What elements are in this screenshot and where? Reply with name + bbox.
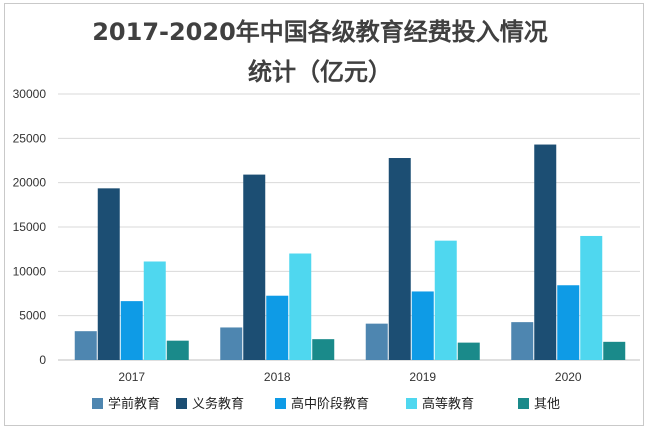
bar xyxy=(388,158,411,360)
legend-label: 义务教育 xyxy=(192,396,244,412)
y-tick-label: 30000 xyxy=(13,87,47,101)
y-tick-label: 5000 xyxy=(19,309,46,323)
legend-label: 高中阶段教育 xyxy=(291,396,369,412)
bar xyxy=(580,235,603,360)
bar xyxy=(557,285,580,360)
bar xyxy=(365,323,388,360)
y-tick-label: 10000 xyxy=(13,264,47,278)
legend-swatch xyxy=(176,398,187,409)
legend-swatch xyxy=(406,398,417,409)
bar xyxy=(266,295,289,360)
x-tick-label: 2019 xyxy=(409,370,436,384)
bar xyxy=(120,301,143,360)
legend-swatch xyxy=(275,398,286,409)
bar xyxy=(166,340,189,360)
legend-swatch xyxy=(518,398,529,409)
legend-label: 学前教育 xyxy=(108,396,160,412)
bar xyxy=(511,322,534,360)
bar xyxy=(289,253,312,360)
chart-title-line-1: 2017-2020年中国各级教育经费投入情况 xyxy=(92,18,548,46)
legend-label: 高等教育 xyxy=(422,396,474,412)
x-tick-label: 2018 xyxy=(264,370,291,384)
x-tick-label: 2020 xyxy=(555,370,582,384)
y-tick-label: 15000 xyxy=(13,220,47,234)
y-tick-label: 20000 xyxy=(13,176,47,190)
legend-label: 其他 xyxy=(534,397,560,412)
bar xyxy=(457,342,480,360)
bar xyxy=(97,188,120,360)
bar xyxy=(434,240,457,360)
bar xyxy=(74,331,97,360)
y-tick-label: 25000 xyxy=(13,131,47,145)
y-tick-label: 0 xyxy=(39,353,46,367)
chart-title-line-2: 统计（亿元） xyxy=(248,58,392,86)
bar xyxy=(220,327,243,360)
bar xyxy=(143,261,166,360)
x-tick-label: 2017 xyxy=(118,370,145,384)
bar xyxy=(411,291,434,360)
chart-title: 2017-2020年中国各级教育经费投入情况 统计（亿元） xyxy=(0,12,640,92)
bar xyxy=(603,341,626,360)
bar xyxy=(534,144,557,360)
legend-swatch xyxy=(92,398,103,409)
bar xyxy=(312,339,335,360)
bar xyxy=(243,174,266,360)
